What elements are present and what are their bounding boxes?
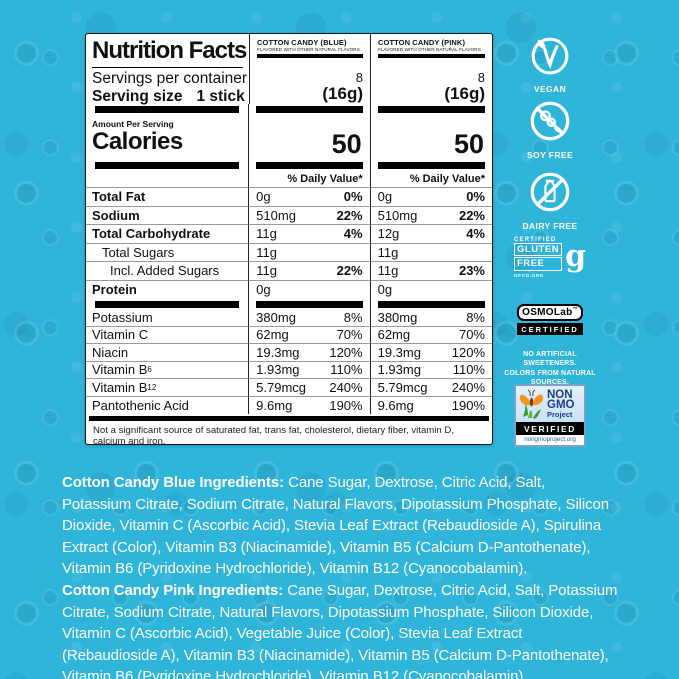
panel-title: Nutrition Facts [92, 34, 247, 68]
divider-bar [257, 54, 363, 58]
nutrient-row-added-sugars: Incl. Added Sugars 11g 22% 11g 23% [86, 262, 492, 281]
gfco-g-mark-icon: g [565, 238, 587, 274]
flavor-subtitle-pink: FLAVORED WITH OTHER NATURAL FLAVORS [378, 47, 481, 52]
nongmo-word-non: NON [547, 388, 573, 401]
gf-certified-text: CERTIFIED [514, 237, 557, 243]
dairy-free-badge: DAIRY FREE [501, 171, 599, 231]
butterfly-icon [519, 389, 544, 419]
nutrient-row-total-sugars: Total Sugars 11g 11g [86, 243, 492, 262]
serving-size-value: 1 stick [196, 88, 245, 105]
flavor-name-pink: COTTON CANDY (PINK) [378, 38, 466, 47]
gfco-org-text: GFCO.ORG [514, 272, 544, 278]
column-header-blue: COTTON CANDY (BLUE) FLAVORED WITH OTHER … [249, 34, 370, 104]
servings-value-pink: 8 [477, 69, 485, 85]
vegan-v-leaf-icon [531, 37, 569, 75]
calories-label: Calories [92, 128, 183, 155]
nutrient-row-vitamin-c: Vitamin C 62mg 70% 62mg 70% [86, 326, 492, 344]
gluten-free-badge: CERTIFIED GLUTEN FREE g GFCO.ORG [501, 237, 599, 278]
nutrient-row-total-carbohydrate: Total Carbohydrate 11g 4% 12g 4% [86, 225, 492, 244]
servings-per-container-label: Servings per container [92, 70, 248, 87]
daily-value-header-row: % Daily Value* % Daily Value* [86, 170, 492, 188]
ingredients-pink-text: Cane Sugar, Dextrose, Citric Acid, Salt,… [62, 582, 618, 679]
nutrient-row-pantothenic-acid: Pantothenic Acid 9.6mg 190% 9.6mg 190% [86, 396, 492, 414]
thick-divider [86, 299, 492, 309]
ingredients-blue-heading: Cotton Candy Blue Ingredients: [62, 474, 285, 491]
soy-free-label: SOY FREE [526, 150, 574, 160]
claims-text: NO ARTIFICIAL SWEETENERS. COLORS FROM NA… [504, 351, 596, 387]
serving-weight-blue: (16g) [322, 84, 363, 103]
nutrient-row-total-fat: Total Fat 0g 0% 0g 0% [86, 188, 492, 207]
serving-weight-pink: (16g) [444, 84, 485, 103]
flavor-name-blue: COTTON CANDY (BLUE) [257, 38, 347, 47]
divider-bar [378, 54, 485, 58]
calories-value-pink: 50 [453, 129, 484, 159]
daily-value-header-blue: % Daily Value* [287, 172, 363, 185]
nutrient-row-sodium: Sodium 510mg 22% 510mg 22% [86, 206, 492, 225]
no-dairy-bottle-icon [530, 172, 570, 212]
vegan-badge: VEGAN [501, 36, 599, 94]
nutrient-row-vitamin-b12: Vitamin B 12 5.79mcg 240% 5.79mcg 240% [86, 379, 492, 397]
osmolab-certified-badge: OSMOLab™ CERTIFIED [501, 304, 599, 335]
calories-band: Amount Per Serving Calories 50 50 [86, 115, 492, 160]
no-soy-icon [530, 101, 570, 141]
nongmo-verified-bar: VERIFIED [516, 422, 584, 435]
ingredients-pink-heading: Cotton Candy Pink Ingredients: [62, 582, 284, 599]
nutrient-row-protein: Protein 0g 0g [86, 280, 492, 299]
serving-size-line: Serving size 1 stick [92, 88, 245, 105]
daily-value-header-pink: % Daily Value* [409, 172, 485, 185]
non-gmo-verified-badge: NON GMO Project VERIFIED nongmoproject.o… [501, 384, 599, 447]
thick-divider [86, 160, 492, 170]
vegan-label: VEGAN [533, 84, 567, 94]
thick-divider-full [86, 414, 492, 422]
column-header-pink: COTTON CANDY (PINK) FLAVORED WITH OTHER … [370, 34, 492, 104]
servings-value-blue: 8 [355, 69, 363, 85]
ingredients-pink: Cotton Candy Pink Ingredients: Cane Suga… [62, 580, 618, 679]
certification-badge-rail: VEGAN SOY FREE DAIRY FREE CERTI [501, 33, 599, 447]
osmolab-certified-bar: CERTIFIED [517, 323, 583, 335]
dairy-free-label: DAIRY FREE [522, 221, 578, 231]
amount-per-serving-label: Amount Per Serving [92, 119, 174, 129]
calories-value-blue: 50 [331, 129, 362, 159]
soy-free-badge: SOY FREE [501, 100, 599, 160]
ingredients-blue: Cotton Candy Blue Ingredients: Cane Suga… [62, 472, 618, 580]
panel-header: Nutrition Facts Servings per container S… [86, 34, 492, 105]
nutrient-row-niacin: Niacin 19.3mg 120% 19.3mg 120% [86, 344, 492, 362]
ingredients-blue-text: Cane Sugar, Dextrose, Citric Acid, Salt,… [62, 474, 610, 577]
nongmo-word-gmo: GMO [547, 399, 575, 412]
nongmo-url: nongmoproject.org [516, 435, 584, 445]
gf-word-free: FREE [514, 257, 563, 271]
thick-divider [86, 104, 492, 115]
nutrient-row-potassium: Potassium 380mg 8% 380mg 8% [86, 309, 492, 327]
gf-word-gluten: GLUTEN [514, 243, 563, 257]
osmolab-brand: OSMOLab™ [517, 304, 583, 321]
nutrition-facts-panel: Nutrition Facts Servings per container S… [85, 33, 493, 447]
flavor-subtitle-blue: FLAVORED WITH OTHER NATURAL FLAVORS [257, 47, 360, 52]
footnote: Not a significant source of saturated fa… [93, 425, 455, 448]
nongmo-word-project: Project [547, 410, 573, 420]
